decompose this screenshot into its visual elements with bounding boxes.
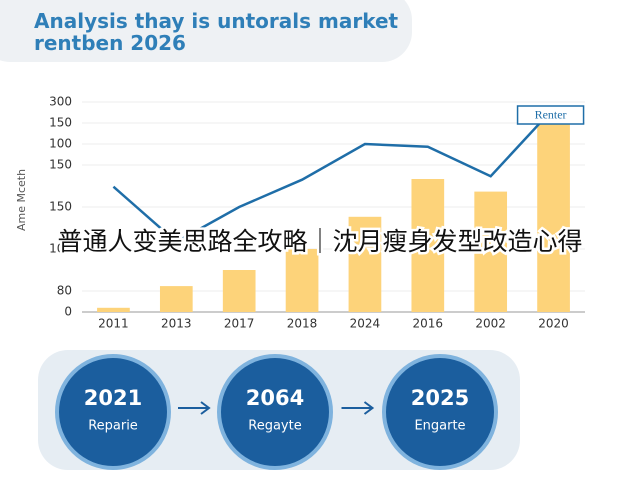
overlay-text: 普通人变美思路全攻略｜沈月瘦身发型改造心得 [57,227,582,256]
x-tick-label: 2024 [350,317,381,331]
step-circle [55,354,171,470]
y-tick-label: 150 [49,116,72,130]
bar [285,249,319,312]
bar [474,191,508,312]
x-tick-label: 2016 [413,317,444,331]
x-tick-label: 2017 [224,317,255,331]
step-label: Engarte [414,419,465,434]
title: Analysis thay is untorals market rentben … [34,9,399,55]
bar [537,118,570,312]
step-label: Regayte [248,419,301,434]
chart: 0 80 100 150 150 100 150 300 2011 2013 2017 2018 202… [49,95,585,331]
x-tick-label: 2018 [287,317,318,331]
y-tick-label: 300 [49,95,72,109]
x-tick-label: 2013 [161,317,192,331]
y-axis-label: Ame Mceth [15,169,28,231]
step-year: 2064 [246,386,304,410]
annotation-box [516,105,585,125]
bar [159,286,193,312]
x-tick-label: 2011 [98,317,129,331]
step-year: 2021 [84,386,142,410]
y-tick-label: 0 [64,305,72,319]
line [112,107,555,244]
step-circle [217,354,333,470]
x-tick-label: 2002 [475,317,506,331]
bar [348,216,382,312]
y-tick-label: 80 [57,284,72,298]
steps: 2021 Reparie 2064 Regayte 2025 Engarte [55,354,498,470]
step-circle [382,354,498,470]
y-tick-label: 150 [49,158,72,172]
y-tick-label: 100 [49,137,72,151]
bar [411,179,445,312]
step-year: 2025 [411,386,469,410]
arrow [341,401,375,415]
annotation: Renter [535,107,567,121]
y-tick-label: 100 [49,242,72,256]
step-label: Reparie [88,419,138,434]
x-tick-label: 2020 [538,317,569,331]
arrow [178,401,211,415]
y-tick-label: 150 [49,200,72,214]
bar [97,307,130,312]
title-box [0,0,412,62]
bar [222,270,256,312]
